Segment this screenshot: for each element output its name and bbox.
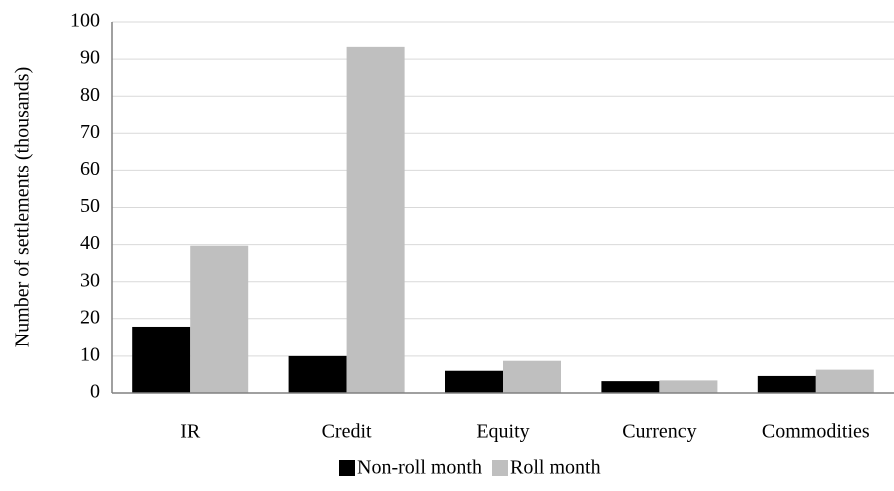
y-tick-label: 40 — [80, 232, 100, 254]
x-tick-label: Equity — [476, 421, 529, 443]
x-tick-label: Currency — [622, 421, 696, 443]
bar — [132, 326, 191, 393]
bar — [346, 46, 405, 394]
bar — [190, 245, 249, 393]
legend-label: Non-roll month — [357, 457, 482, 479]
y-tick-label: 70 — [80, 121, 100, 143]
x-tick-label: IR — [180, 421, 201, 443]
legend-label: Roll month — [510, 457, 601, 479]
y-axis-label: Number of settlements (thousands) — [12, 67, 34, 348]
y-tick-label: 80 — [80, 84, 100, 106]
y-tick-label: 60 — [80, 158, 100, 180]
bar — [757, 375, 816, 393]
legend-swatch — [339, 460, 355, 476]
x-tick-label: Credit — [322, 421, 372, 443]
y-tick-label: 30 — [80, 269, 100, 291]
y-tick-label: 100 — [70, 10, 100, 32]
bar — [503, 360, 561, 393]
bar — [445, 370, 503, 393]
bar — [601, 381, 660, 393]
x-tick-label: Commodities — [762, 421, 870, 443]
y-tick-label: 20 — [80, 306, 100, 328]
legend-swatch — [492, 460, 508, 476]
y-tick-label: 50 — [80, 195, 100, 217]
y-tick-label: 10 — [80, 343, 100, 365]
y-tick-label: 0 — [90, 381, 100, 403]
y-tick-label: 90 — [80, 47, 100, 69]
bar — [288, 355, 347, 393]
bar — [815, 369, 874, 393]
bar — [659, 380, 718, 393]
